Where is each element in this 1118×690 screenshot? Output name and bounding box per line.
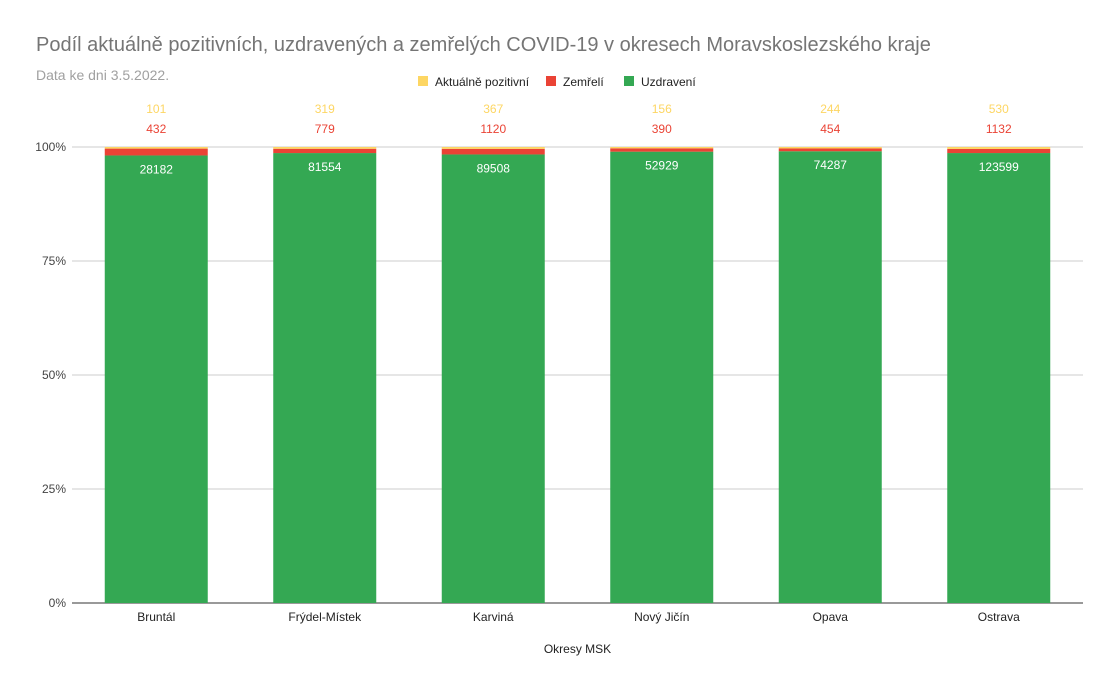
- bar-positive: [441, 147, 545, 149]
- legend-label: Uzdravení: [641, 75, 696, 89]
- x-tick-label: Bruntál: [137, 610, 175, 624]
- bar-deaths: [778, 148, 882, 152]
- y-tick-label: 100%: [35, 140, 66, 154]
- bar-recovered: [104, 155, 208, 603]
- legend-swatch: [418, 76, 428, 86]
- y-tick-label: 75%: [42, 254, 66, 268]
- x-tick-label: Nový Jičín: [634, 610, 689, 624]
- bar-recovered: [610, 151, 714, 603]
- data-label-recovered: 74287: [814, 158, 848, 172]
- bar-deaths: [610, 148, 714, 152]
- x-tick-label: Frýdel-Místek: [288, 610, 362, 624]
- chart-subtitle: Data ke dni 3.5.2022.: [36, 67, 170, 83]
- data-label-deaths: 1120: [480, 122, 506, 136]
- bar-recovered: [778, 151, 882, 603]
- bar-recovered: [947, 153, 1051, 603]
- data-label-positive: 244: [820, 102, 840, 116]
- bar-positive: [273, 147, 377, 149]
- data-label-positive: 367: [483, 102, 503, 116]
- bar-positive: [947, 147, 1051, 149]
- x-tick-label: Ostrava: [978, 610, 1020, 624]
- data-label-deaths: 779: [315, 122, 335, 136]
- y-tick-label: 50%: [42, 368, 66, 382]
- chart-title: Podíl aktuálně pozitivních, uzdravených …: [36, 34, 931, 56]
- data-label-positive: 530: [989, 102, 1009, 116]
- legend-label: Zemřelí: [563, 75, 604, 89]
- bar-recovered: [273, 153, 377, 603]
- data-label-recovered: 28182: [140, 162, 174, 176]
- y-tick-label: 25%: [42, 482, 66, 496]
- x-tick-label: Opava: [813, 610, 849, 624]
- data-label-positive: 319: [315, 102, 335, 116]
- x-tick-label: Karviná: [473, 610, 514, 624]
- data-label-recovered: 123599: [979, 160, 1019, 174]
- data-label-deaths: 1132: [986, 122, 1012, 136]
- bar-deaths: [273, 148, 377, 154]
- bar-positive: [610, 147, 714, 149]
- y-tick-label: 0%: [49, 596, 67, 610]
- bar-deaths: [441, 148, 545, 155]
- data-label-deaths: 432: [146, 122, 166, 136]
- data-label-deaths: 390: [652, 122, 672, 136]
- data-label-recovered: 81554: [308, 160, 342, 174]
- bar-deaths: [947, 148, 1051, 154]
- data-label-positive: 101: [146, 102, 166, 116]
- data-label-recovered: 52929: [645, 159, 679, 173]
- data-label-positive: 156: [652, 102, 672, 116]
- legend-swatch: [546, 76, 556, 86]
- legend-label: Aktuálně pozitivní: [435, 75, 530, 89]
- bar-recovered: [441, 154, 545, 603]
- data-label-recovered: 89508: [477, 161, 511, 175]
- bar-positive: [778, 147, 882, 149]
- bar-deaths: [104, 148, 208, 156]
- data-label-deaths: 454: [820, 122, 840, 136]
- bar-positive: [104, 147, 208, 149]
- legend-swatch: [624, 76, 634, 86]
- x-axis-title: Okresy MSK: [544, 642, 611, 656]
